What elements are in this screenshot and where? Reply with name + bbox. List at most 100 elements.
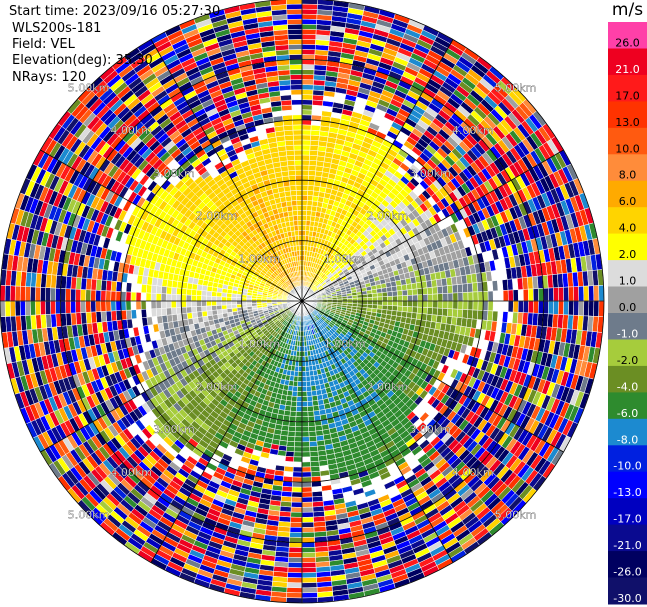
- velocity-gate: [301, 13, 318, 20]
- velocity-gate: [301, 8, 318, 15]
- velocity-gate: [291, 491, 303, 498]
- velocity-gate: [401, 306, 408, 313]
- velocity-gate: [301, 491, 313, 498]
- velocity-gate: [283, 465, 294, 473]
- velocity-gate: [419, 411, 430, 423]
- velocity-gate: [471, 309, 479, 320]
- velocity-gate: [490, 320, 498, 332]
- velocity-gate: [308, 165, 317, 172]
- velocity-gate: [296, 391, 303, 397]
- velocity-gate: [301, 114, 312, 121]
- velocity-gate: [297, 371, 303, 377]
- velocity-gate: [367, 300, 373, 305]
- velocity-gate: [416, 288, 423, 296]
- velocity-gate: [301, 215, 307, 221]
- velocity-gate: [294, 441, 303, 448]
- velocity-gate: [507, 289, 514, 302]
- velocity-gate: [310, 134, 320, 142]
- velocity-gate: [306, 390, 313, 397]
- velocity-gate: [309, 455, 320, 463]
- velocity-gate: [301, 94, 314, 101]
- velocity-gate: [301, 169, 310, 176]
- velocity-gate: [304, 345, 308, 352]
- velocity-gate: [457, 292, 464, 302]
- velocity-gate: [341, 485, 354, 494]
- velocity-gate: [447, 292, 454, 302]
- velocity-gate: [506, 278, 514, 291]
- velocity-gate: [391, 285, 398, 292]
- velocity-gate: [285, 597, 303, 604]
- velocity-gate: [401, 289, 408, 296]
- velocity-gate: [466, 282, 474, 293]
- velocity-gate: [462, 300, 469, 310]
- velocity-gate: [352, 297, 358, 302]
- velocity-gate: [467, 300, 474, 311]
- velocity-gate: [286, 587, 303, 594]
- velocity-gate: [466, 309, 474, 320]
- velocity-gate: [477, 300, 484, 311]
- velocity-gate: [318, 459, 329, 467]
- velocity-gate: [322, 100, 334, 108]
- velocity-gate: [301, 506, 314, 513]
- velocity-gate: [284, 455, 295, 463]
- velocity-gate: [293, 456, 303, 463]
- velocity-gate: [461, 309, 469, 319]
- velocity-gate: [588, 300, 595, 317]
- velocity-gate: [301, 536, 315, 543]
- velocity-gate: [290, 511, 303, 518]
- velocity-gate: [406, 306, 413, 313]
- velocity-gate: [301, 466, 312, 473]
- velocity-gate: [381, 304, 388, 311]
- velocity-gate: [558, 287, 564, 302]
- velocity-gate: [517, 300, 524, 313]
- velocity-gate: [305, 380, 312, 387]
- velocity-gate: [174, 453, 187, 465]
- velocity-gate: [441, 285, 449, 294]
- velocity-gate: [301, 179, 309, 186]
- velocity-gate: [289, 410, 297, 417]
- velocity-gate: [397, 300, 403, 307]
- velocity-gate: [558, 300, 564, 315]
- velocity-gate: [321, 484, 333, 492]
- velocity-gate: [309, 445, 319, 453]
- velocity-gate: [401, 284, 408, 291]
- velocity-gate: [301, 184, 309, 191]
- velocity-gate: [357, 297, 363, 302]
- velocity-gate: [277, 449, 287, 457]
- velocity-gate: [363, 488, 377, 498]
- velocity-gate: [285, 445, 295, 453]
- velocity-gate: [291, 486, 303, 493]
- velocity-gate: [301, 230, 306, 236]
- velocity-gate: [451, 308, 459, 318]
- velocity-gate: [368, 122, 381, 132]
- velocity-gate: [301, 356, 306, 362]
- velocity-gate: [301, 39, 316, 45]
- velocity-gate: [367, 297, 373, 302]
- velocity-gate: [301, 531, 315, 538]
- velocity-gate: [301, 99, 313, 106]
- velocity-gate: [573, 300, 580, 316]
- velocity-gate: [377, 300, 383, 306]
- velocity-gate: [301, 431, 310, 438]
- velocity-gate: [301, 164, 310, 171]
- velocity-gate: [382, 296, 388, 302]
- velocity-gate: [321, 110, 333, 118]
- velocity-gate: [301, 119, 312, 126]
- velocity-gate: [485, 270, 493, 282]
- velocity-gate: [382, 300, 388, 306]
- velocity-gate: [396, 310, 403, 317]
- velocity-gate: [442, 300, 449, 309]
- velocity-gate: [346, 295, 353, 299]
- velocity-gate: [417, 300, 424, 308]
- velocity-gate: [307, 185, 315, 192]
- velocity-gate: [387, 296, 393, 302]
- velocity-gate: [563, 300, 570, 316]
- velocity-gate: [372, 296, 378, 302]
- velocity-gate: [301, 451, 311, 458]
- velocity-gate: [307, 405, 314, 412]
- velocity-gate: [304, 360, 310, 367]
- velocity-gate: [301, 592, 318, 599]
- velocity-gate: [301, 516, 314, 523]
- velocity-gate: [372, 300, 378, 306]
- velocity-gate: [301, 109, 313, 116]
